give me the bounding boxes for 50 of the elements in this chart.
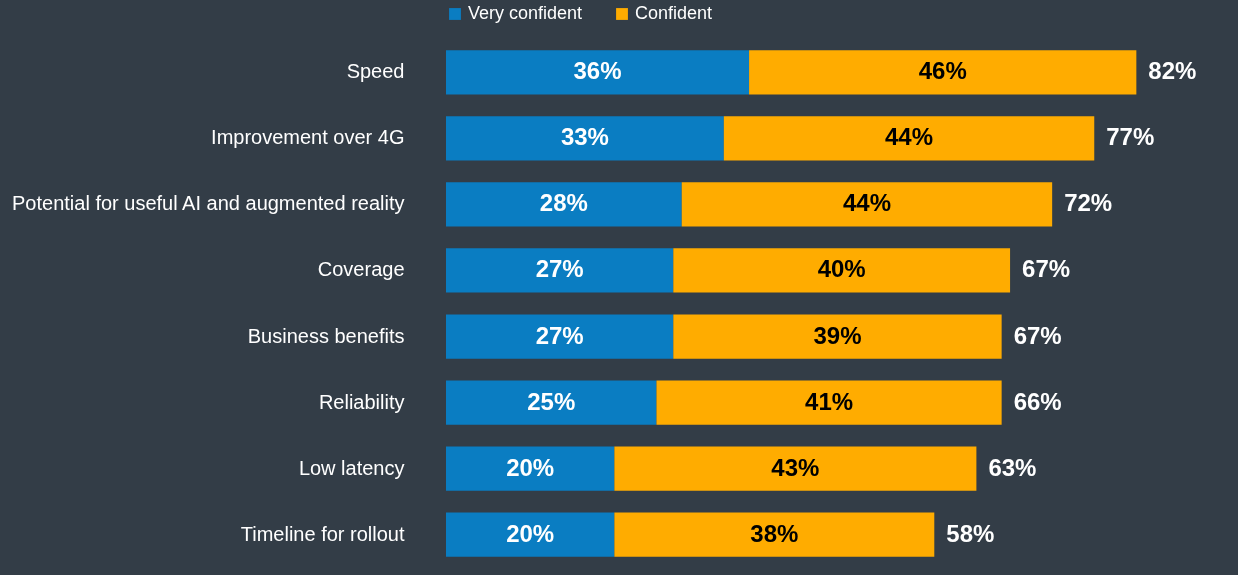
bar bbox=[446, 116, 724, 161]
y-tick-label: Speed bbox=[346, 60, 405, 83]
total-label: 77% bbox=[1106, 123, 1155, 151]
bar bbox=[446, 380, 657, 425]
total-label: 72% bbox=[1064, 189, 1113, 217]
bar bbox=[673, 314, 1002, 359]
bar bbox=[614, 446, 977, 491]
bar bbox=[749, 50, 1137, 95]
data-label: 46% bbox=[918, 57, 967, 85]
y-tick-label: Improvement over 4G bbox=[211, 126, 405, 149]
data-label: 41% bbox=[805, 387, 854, 415]
data-label: 20% bbox=[506, 453, 555, 481]
total-label: 66% bbox=[1013, 387, 1062, 415]
data-label: 43% bbox=[771, 453, 820, 481]
data-label: 44% bbox=[885, 123, 934, 151]
y-tick-label: Business benefits bbox=[247, 324, 405, 347]
bar bbox=[446, 314, 674, 359]
y-tick-label: Timeline for rollout bbox=[240, 522, 405, 545]
data-label: 27% bbox=[535, 321, 584, 349]
total-label: 67% bbox=[1022, 255, 1071, 283]
data-label: 20% bbox=[506, 519, 555, 547]
data-label: 28% bbox=[539, 189, 588, 217]
bar bbox=[673, 248, 1011, 293]
bar bbox=[446, 248, 674, 293]
data-label: 33% bbox=[560, 123, 609, 151]
data-label: 27% bbox=[535, 255, 584, 283]
data-label: 38% bbox=[750, 519, 799, 547]
bar bbox=[681, 182, 1053, 227]
total-label: 63% bbox=[988, 453, 1037, 481]
data-label: 36% bbox=[573, 57, 622, 85]
total-label: 82% bbox=[1148, 57, 1197, 85]
y-tick-label: Coverage bbox=[317, 258, 405, 281]
bar bbox=[723, 116, 1095, 161]
bar bbox=[446, 182, 682, 227]
bar bbox=[614, 512, 935, 557]
bar bbox=[446, 446, 615, 491]
bar bbox=[656, 380, 1002, 425]
bar bbox=[446, 50, 750, 95]
data-label: 40% bbox=[817, 255, 866, 283]
legend-label: Confident bbox=[635, 3, 713, 23]
data-label: 44% bbox=[842, 189, 891, 217]
y-tick-label: Reliability bbox=[318, 390, 405, 413]
data-label: 39% bbox=[813, 321, 862, 349]
total-label: 67% bbox=[1013, 321, 1062, 349]
total-label: 58% bbox=[946, 519, 995, 547]
legend-label: Very confident bbox=[468, 3, 583, 23]
y-tick-label: Low latency bbox=[298, 456, 405, 479]
data-label: 25% bbox=[527, 387, 576, 415]
bar bbox=[446, 512, 615, 557]
y-tick-label: Potential for useful AI and augmented reality bbox=[12, 192, 405, 215]
